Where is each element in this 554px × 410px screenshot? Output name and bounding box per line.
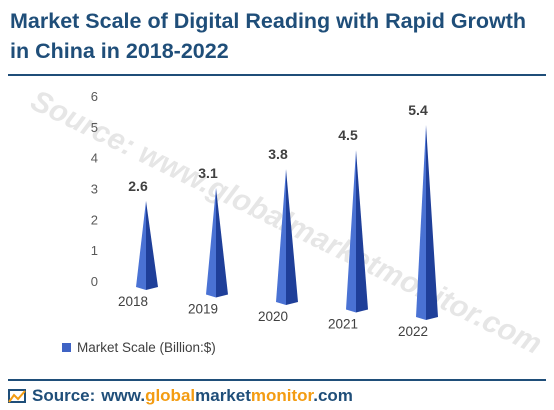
footer-source-label: Source: (32, 386, 96, 405)
footer-url-market: market (195, 386, 251, 405)
data-label: 3.1 (198, 165, 218, 181)
footer-divider (8, 379, 546, 381)
footer-url-monitor: monitor (250, 386, 314, 405)
bar-2018 (136, 200, 158, 290)
footer-url: www.globalmarketmonitor.com (101, 386, 353, 406)
title-divider (8, 74, 546, 76)
x-tick-label: 2021 (328, 317, 358, 332)
footer-url-global: global (145, 386, 196, 405)
y-tick-label: 4 (91, 151, 98, 166)
legend-swatch (62, 343, 71, 352)
footer-url-www: www. (101, 386, 146, 405)
bar-2020 (276, 169, 298, 305)
gmm-logo-icon (8, 389, 26, 403)
x-tick-label: 2019 (188, 302, 218, 317)
data-label: 2.6 (128, 178, 148, 194)
data-label: 3.8 (268, 146, 288, 162)
footer-url-com: .com (313, 386, 353, 405)
y-tick-label: 2 (91, 212, 98, 227)
bar-2019 (206, 188, 228, 298)
x-tick-label: 2018 (118, 294, 148, 309)
x-tick-label: 2020 (258, 309, 288, 324)
chart-title: Market Scale of Digital Reading with Rap… (10, 9, 527, 63)
y-tick-label: 0 (91, 274, 98, 289)
source-footer: Source: www.globalmarketmonitor.com (8, 384, 353, 408)
chart-legend: Market Scale (Billion:$) (62, 340, 216, 355)
bar-2021 (346, 150, 368, 313)
legend-label: Market Scale (Billion:$) (77, 340, 216, 355)
bar-2022 (416, 125, 438, 320)
x-tick-label: 2022 (398, 324, 428, 339)
y-tick-label: 3 (91, 182, 98, 197)
data-label: 4.5 (338, 127, 358, 143)
data-label: 5.4 (408, 102, 428, 118)
y-tick-label: 6 (91, 89, 98, 104)
y-tick-label: 1 (91, 243, 98, 258)
y-tick-label: 5 (91, 120, 98, 135)
